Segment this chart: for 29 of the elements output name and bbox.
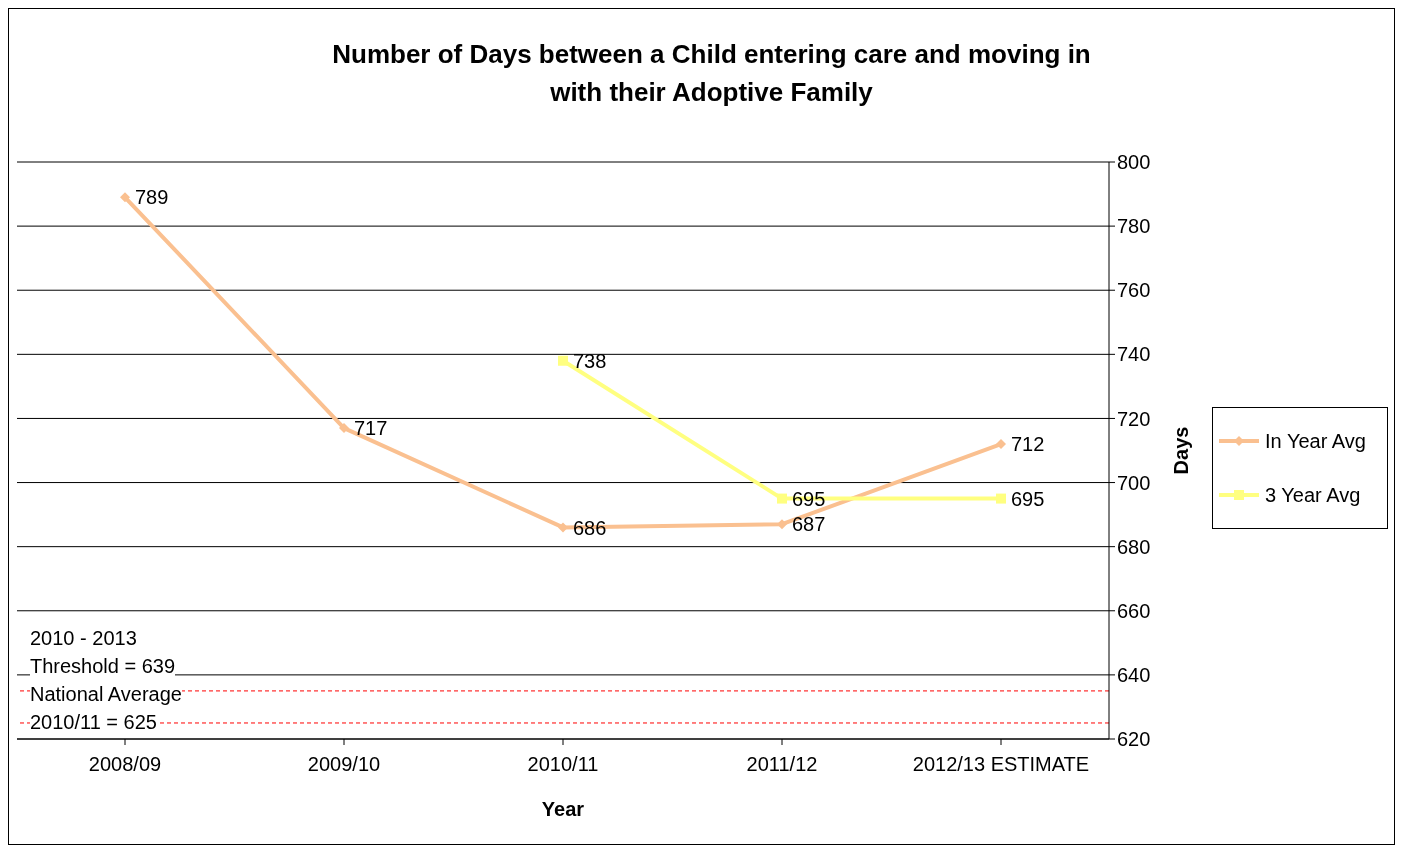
y-tick-label: 700 (1117, 471, 1151, 494)
y-tick-label: 740 (1117, 343, 1151, 366)
x-tick-label: 2010/11 (527, 753, 599, 776)
x-tick-label: 2008/09 (88, 753, 162, 776)
data-label: 686 (573, 516, 607, 539)
data-label: 789 (135, 186, 169, 209)
chart-title: Number of Days between a Child entering care and moving in with their Adoptive Family (331, 38, 1092, 109)
legend-label: 3 Year Avg (1265, 483, 1361, 507)
x-tick-label: 2012/13 ESTIMATE (912, 753, 1090, 776)
x-axis-title: Year (541, 798, 585, 820)
legend-label: In Year Avg (1265, 429, 1366, 453)
y-tick-label: 800 (1117, 151, 1151, 174)
data-label: 717 (354, 417, 388, 440)
y-tick-label: 760 (1117, 279, 1151, 302)
y-tick-label: 680 (1117, 535, 1151, 558)
y-tick-label: 660 (1117, 599, 1151, 622)
y-tick-label: 720 (1117, 407, 1151, 430)
annotation: 2010 - 2013 Threshold = 639 National Average 2010/11 = 625 (30, 627, 182, 733)
data-label: 687 (792, 513, 826, 536)
x-tick-label: 2009/10 (307, 753, 381, 776)
y-tick-label: 780 (1117, 215, 1151, 238)
data-label: 695 (1011, 487, 1045, 510)
y-tick-label: 620 (1117, 728, 1151, 751)
data-label: 738 (573, 349, 607, 372)
y-tick-label: 640 (1117, 663, 1151, 686)
data-label: 695 (792, 487, 826, 510)
data-label: 712 (1011, 433, 1045, 456)
x-tick-label: 2011/12 (746, 753, 818, 776)
y-axis-title: Days (1170, 426, 1193, 475)
